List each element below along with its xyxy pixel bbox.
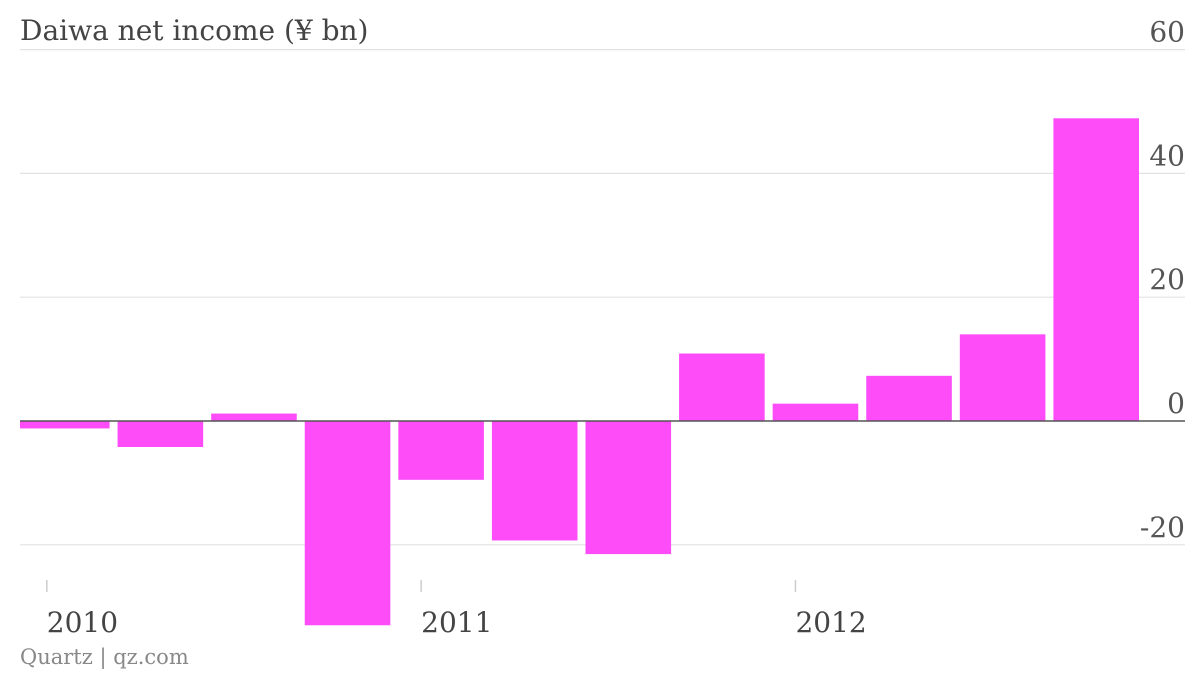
y-tick-label: -20 <box>1140 511 1185 544</box>
bar <box>585 421 672 555</box>
bar <box>772 403 859 421</box>
bar <box>959 334 1046 421</box>
bar <box>117 421 204 447</box>
bar <box>398 421 484 480</box>
y-tick-label: 20 <box>1149 263 1185 296</box>
tick-labels: 60 40 20 0 -20 2010 2011 2012 <box>47 16 1185 639</box>
bar <box>866 375 952 421</box>
bars <box>20 118 1139 626</box>
bar <box>304 421 391 626</box>
bar <box>491 421 578 541</box>
y-tick-label: 40 <box>1149 139 1185 172</box>
source-credit: Quartz | qz.com <box>20 645 189 669</box>
bar <box>211 413 297 421</box>
axes <box>20 420 1185 592</box>
bar <box>1053 118 1139 422</box>
x-tick-label: 2011 <box>421 606 492 639</box>
y-tick-label: 0 <box>1167 387 1185 420</box>
bar <box>679 353 765 421</box>
bar <box>20 421 110 429</box>
x-tick-label: 2012 <box>795 606 866 639</box>
chart-title: Daiwa net income (¥ bn) <box>20 14 369 47</box>
x-tick-label: 2010 <box>47 606 118 639</box>
y-tick-label: 60 <box>1149 16 1185 49</box>
